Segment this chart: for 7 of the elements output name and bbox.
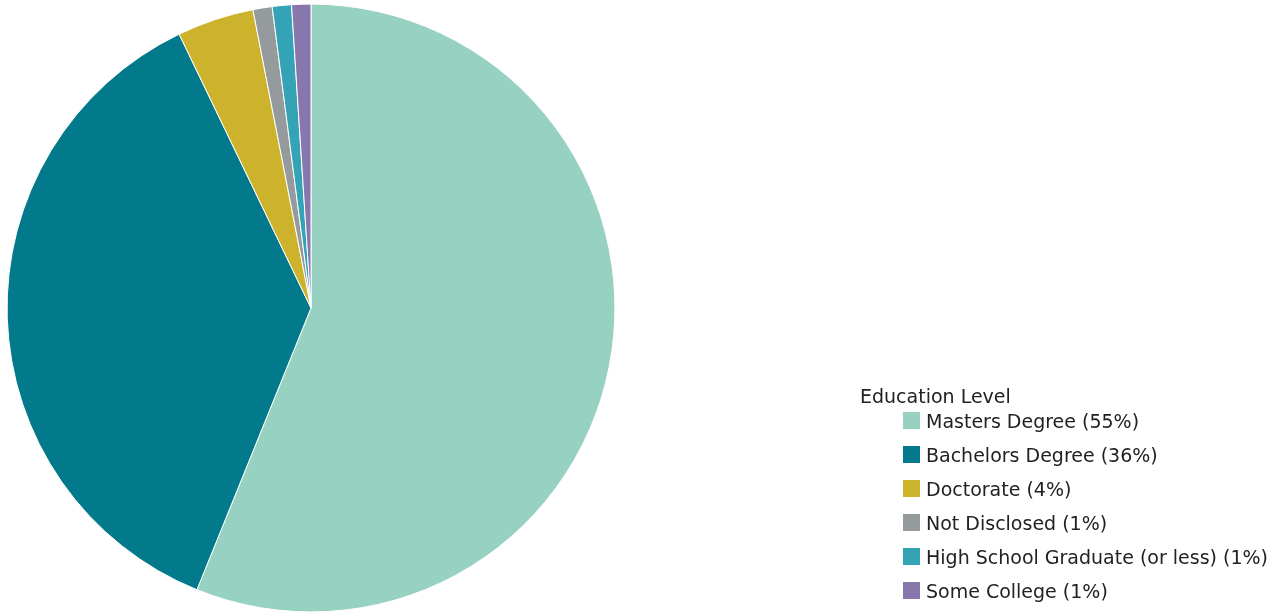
legend-label: Bachelors Degree (36%) — [926, 443, 1158, 466]
legend-label: Doctorate (4%) — [926, 477, 1072, 500]
legend-label: Masters Degree (55%) — [926, 409, 1140, 432]
legend-label: Not Disclosed (1%) — [926, 511, 1108, 534]
legend-title: Education Level — [860, 384, 1011, 407]
legend-label: High School Graduate (or less) (1%) — [926, 545, 1268, 568]
legend-label: Some College (1%) — [926, 579, 1108, 602]
